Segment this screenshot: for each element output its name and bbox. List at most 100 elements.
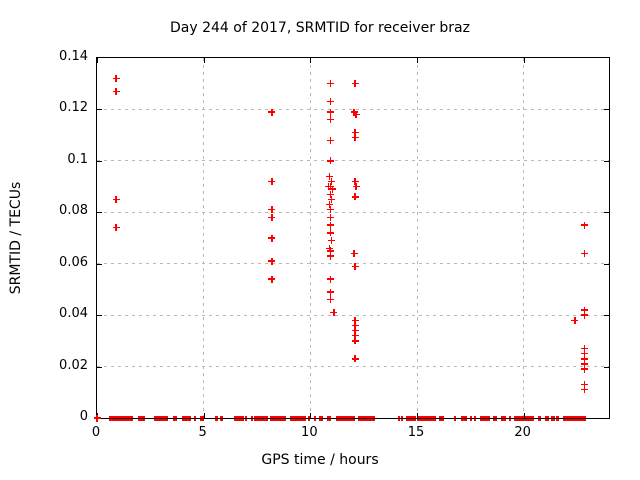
y-tick-mark-right: [604, 315, 609, 317]
y-tick-mark: [97, 109, 102, 111]
data-point-marker: [328, 237, 336, 245]
data-point-marker: [327, 157, 335, 165]
x-tick-mark-top: [523, 58, 525, 63]
x-tick-mark-top: [97, 58, 98, 63]
y-tick-label: 0.08: [59, 203, 88, 219]
data-point-marker: [327, 296, 335, 304]
x-tick-mark: [310, 413, 312, 418]
data-point-marker: [580, 249, 588, 257]
data-point-marker: [268, 206, 276, 214]
data-point-marker: [268, 234, 276, 242]
data-point-marker: [580, 306, 588, 314]
data-point-marker: [580, 311, 588, 319]
x-tick-mark-top: [417, 58, 418, 63]
data-point-marker: [580, 355, 588, 363]
data-point-marker: [352, 111, 360, 119]
data-point-marker: [580, 381, 588, 389]
y-gridline: [97, 160, 609, 162]
y-gridline: [97, 314, 609, 316]
data-point-marker: [328, 195, 336, 203]
data-point-marker: [327, 80, 335, 88]
data-point-marker: [268, 213, 276, 221]
data-point-marker: [352, 183, 360, 191]
data-point-marker: [327, 183, 335, 191]
data-point-marker: [112, 87, 120, 95]
y-tick-mark: [97, 315, 102, 317]
y-tick-mark: [97, 263, 102, 265]
y-tick-label: 0.1: [67, 151, 88, 167]
data-point-marker: [351, 177, 359, 185]
y-tick-mark: [97, 212, 102, 214]
x-gridline: [523, 58, 525, 418]
data-point-marker: [580, 360, 588, 368]
x-tick-mark: [203, 413, 205, 418]
y-gridline: [97, 366, 609, 368]
data-point-marker: [268, 275, 276, 283]
y-tick-label: 0.04: [59, 306, 88, 322]
x-tick-label: 10: [301, 425, 318, 440]
data-point-marker: [93, 414, 101, 422]
data-point-marker: [327, 116, 335, 124]
x-axis-label: GPS time / hours: [261, 452, 379, 468]
y-axis-label: SRMTID / TECUs: [8, 181, 24, 295]
data-point-marker: [351, 129, 359, 137]
data-point-marker: [328, 177, 336, 185]
data-point-marker: [112, 224, 120, 232]
y-tick-label: 0.14: [59, 49, 88, 64]
data-point-marker: [580, 221, 588, 229]
y-gridline: [97, 263, 609, 265]
y-tick-mark-right: [604, 109, 609, 111]
data-point-marker: [326, 201, 334, 209]
data-point-marker: [327, 108, 335, 116]
x-tick-label: 15: [407, 425, 425, 440]
data-point-marker: [112, 195, 120, 203]
data-point-marker: [327, 275, 335, 283]
y-tick-mark: [97, 160, 102, 162]
y-tick-mark-right: [604, 366, 609, 368]
data-point-marker: [580, 350, 588, 358]
x-tick-label: 0: [91, 425, 101, 440]
x-tick-label: 20: [514, 425, 531, 440]
data-point-marker: [580, 345, 588, 353]
data-point-marker: [327, 288, 335, 296]
data-point-marker: [330, 309, 338, 317]
data-point-marker: [351, 193, 359, 201]
x-tick-mark-top: [203, 58, 205, 63]
x-tick-mark: [417, 413, 418, 418]
data-point-marker: [329, 185, 337, 193]
y-tick-label: 0.12: [59, 100, 88, 116]
data-point-marker: [351, 355, 359, 363]
data-point-marker: [351, 332, 359, 340]
x-axis-line: [97, 418, 609, 419]
y-tick-label: 0.02: [59, 357, 88, 373]
data-point-marker: [327, 213, 335, 221]
data-point-marker: [327, 229, 335, 237]
x-gridline: [416, 58, 418, 418]
data-point-marker: [351, 134, 359, 142]
x-gridline: [203, 58, 205, 418]
data-point-marker: [326, 172, 334, 180]
data-point-marker: [268, 108, 276, 116]
x-tick-mark: [523, 413, 525, 418]
chart-title: Day 244 of 2017, SRMTID for receiver bra…: [170, 20, 470, 36]
data-point-marker: [350, 249, 358, 257]
y-tick-label: 0: [79, 409, 88, 424]
data-point-marker: [327, 136, 335, 144]
data-point-marker: [327, 247, 335, 255]
data-point-marker: [580, 365, 588, 373]
y-gridline: [97, 108, 609, 110]
y-tick-mark-right: [604, 160, 609, 162]
data-point-marker: [326, 244, 334, 252]
y-tick-mark: [97, 366, 102, 368]
data-point-marker: [327, 98, 335, 106]
data-point-marker: [351, 316, 359, 324]
data-point-marker: [351, 327, 359, 335]
data-point-marker: [351, 321, 359, 329]
data-point-marker: [351, 337, 359, 345]
y-tick-mark-right: [604, 263, 609, 265]
data-point-marker: [350, 108, 358, 116]
data-point-marker: [351, 80, 359, 88]
plot-area: [93, 57, 610, 422]
data-point-marker: [571, 316, 579, 324]
